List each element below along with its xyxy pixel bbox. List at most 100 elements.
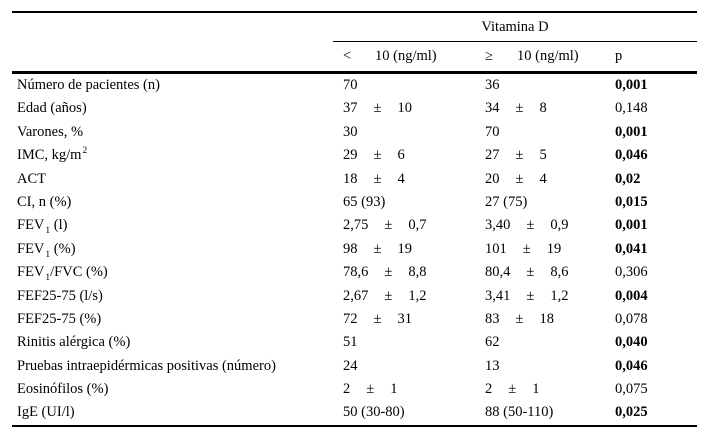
value: 30 [343, 123, 358, 140]
p-value: 0,025 [615, 404, 648, 421]
p-value: 0,001 [615, 77, 648, 93]
p-value: 0,040 [615, 334, 648, 351]
cell-gte10: 20 ±4 [485, 168, 615, 191]
cell-p-value: 0,075 [615, 378, 697, 401]
plus-minus-sign: ± [366, 381, 375, 398]
p-value: 0,075 [615, 381, 648, 398]
value: 2,67 [343, 287, 369, 304]
value: 51 [343, 334, 358, 351]
value: 2 [485, 381, 493, 398]
cell-gte10: 83 ±18 [485, 308, 615, 331]
cell-p-value: 0,306 [615, 261, 697, 284]
group-title-cell: Vitamina D [333, 13, 697, 42]
plus-minus-sign: ± [526, 287, 535, 304]
value: 20 [485, 170, 500, 187]
row-label: FEF25-75 (l/s) [12, 285, 333, 308]
value: 80,4 [485, 264, 511, 281]
value: 78,6 [343, 264, 369, 281]
std-dev: 0,7 [408, 217, 427, 234]
table-row: FEF25-75 (l/s) 2,67 ±1,2 3,41 ±1,2 0,004 [12, 285, 697, 308]
std-dev: 1 [532, 381, 540, 398]
value: 88 (50-110) [485, 404, 554, 421]
plus-minus-sign: ± [373, 240, 382, 257]
plus-minus-sign: ± [373, 310, 382, 327]
plus-minus-sign [401, 194, 417, 210]
std-dev: 8,6 [550, 264, 569, 281]
table-row: Edad (años) 37 ±10 34 ±8 0,148 [12, 97, 697, 120]
label-text: Eosinófilos (%) [17, 381, 109, 398]
cell-p-value: 0,004 [615, 285, 697, 308]
cell-gte10: 62 [485, 331, 615, 354]
value: 36 [485, 77, 500, 93]
std-dev: 19 [546, 240, 562, 257]
cell-lt10: 29 ±6 [333, 144, 485, 167]
cell-lt10: 18 ±4 [333, 168, 485, 191]
value: 70 [343, 77, 358, 93]
value: 18 [343, 170, 358, 187]
cell-gte10: 3,40 ±0,9 [485, 214, 615, 237]
cell-lt10: 2,67 ±1,2 [333, 285, 485, 308]
value: 50 (30-80) [343, 404, 405, 421]
column-header-lt10: <10 (ng/ml) [333, 41, 485, 71]
table-row: IgE (UI/l) 50 (30-80) 88 (50-110) 0,025 [12, 401, 697, 424]
label-text: CI, n (%) [17, 193, 72, 210]
cell-gte10: 88 (50-110) [485, 401, 615, 424]
std-dev: 5 [539, 147, 547, 164]
column-header-p: p [615, 41, 697, 71]
cell-p-value: 0,046 [615, 355, 697, 378]
cell-lt10: 24 [333, 355, 485, 378]
value: 70 [485, 123, 500, 140]
p-value: 0,001 [615, 217, 648, 234]
row-label: Edad (años) [12, 97, 333, 120]
value: 2 [343, 381, 351, 398]
table-row: Eosinófilos (%) 2 ±1 2 ±1 0,075 [12, 378, 697, 401]
cell-lt10: 2 ±1 [333, 378, 485, 401]
label-suffix: (l) [50, 217, 68, 234]
std-dev: 1,2 [408, 287, 427, 304]
plus-minus-sign: ± [526, 217, 535, 234]
row-label: CI, n (%) [12, 191, 333, 214]
value: 3,40 [485, 217, 511, 234]
cell-lt10: 78,6 ±8,8 [333, 261, 485, 284]
cell-gte10: 80,4 ±8,6 [485, 261, 615, 284]
std-dev: 8,8 [408, 264, 427, 281]
value: 83 [485, 310, 500, 327]
cell-lt10: 2,75 ±0,7 [333, 214, 485, 237]
p-value: 0,078 [615, 310, 648, 327]
label-text: Varones, % [17, 123, 84, 140]
column-header-lt10-label: 10 (ng/ml) [375, 48, 437, 64]
plus-minus-sign [516, 77, 532, 93]
plus-minus-sign [516, 334, 532, 350]
std-dev: 10 [397, 100, 412, 117]
group-header-empty-cell [12, 13, 333, 42]
row-label: IMC, kg/m2 [12, 144, 333, 167]
plus-minus-sign: ± [373, 100, 382, 117]
cell-gte10: 70 [485, 121, 615, 144]
std-dev: 4 [539, 170, 547, 187]
value: 101 [485, 240, 507, 257]
cell-gte10: 3,41 ±1,2 [485, 285, 615, 308]
value: 29 [343, 147, 358, 164]
std-dev: 1 [390, 381, 398, 398]
cell-gte10: 101 ±19 [485, 238, 615, 261]
label-text: Número de pacientes (n) [17, 77, 160, 93]
cell-p-value: 0,001 [615, 214, 697, 237]
row-label: Pruebas intraepidérmicas positivas (núme… [12, 355, 333, 378]
label-text: Pruebas intraepidérmicas positivas (núme… [17, 357, 276, 374]
greater-equal-symbol: ≥ [485, 48, 493, 64]
p-value: 0,02 [615, 170, 641, 187]
std-dev: 0,9 [550, 217, 569, 234]
value: 98 [343, 240, 358, 257]
label-subscript: 1 [45, 273, 51, 284]
cell-gte10: 27 (75) [485, 191, 615, 214]
table-row: Varones, % 30 70 0,001 [12, 121, 697, 144]
row-label: Varones, % [12, 121, 333, 144]
plus-minus-sign [516, 358, 532, 374]
cell-p-value: 0,148 [615, 97, 697, 120]
p-value: 0,001 [615, 123, 648, 140]
cell-lt10: 65 (93) [333, 191, 485, 214]
std-dev: 8 [539, 100, 547, 117]
label-text: FEV [17, 264, 45, 281]
std-dev: 19 [397, 240, 412, 257]
table-row: FEV1 (l) 2,75 ±0,7 3,40 ±0,9 0,001 [12, 214, 697, 237]
